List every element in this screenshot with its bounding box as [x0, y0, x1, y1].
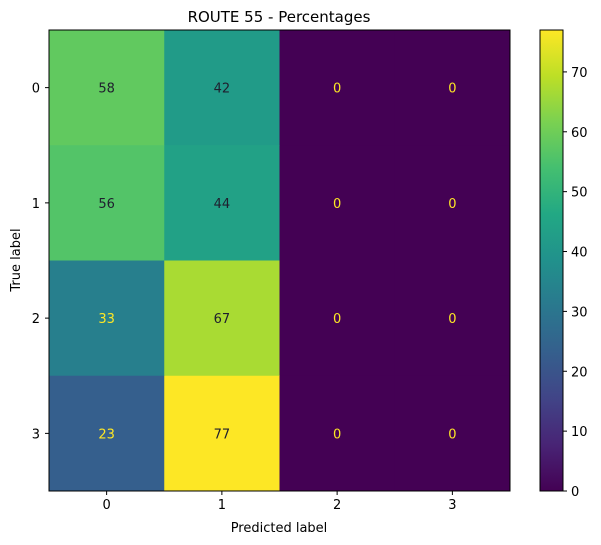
y-tick-label: 0: [32, 82, 40, 97]
colorbar-tick-label: 40: [571, 246, 588, 261]
x-axis-label: Predicted label: [231, 521, 328, 536]
cell-value-label: 0: [448, 312, 456, 327]
heatmap-cell: [164, 30, 280, 146]
cell-value-label: 44: [214, 197, 231, 212]
y-tick-label: 1: [32, 197, 40, 212]
x-tick-label: 2: [333, 498, 341, 513]
heatmap-cell-labels: 58 42 0 0 56 44 0 0 33 67 0 0 23 77 0 0: [98, 82, 456, 443]
colorbar-tick-label: 10: [571, 425, 588, 440]
x-tick-label: 0: [102, 498, 110, 513]
heatmap-cell: [49, 145, 165, 261]
colorbar-tick-label: 30: [571, 305, 588, 320]
heatmap-cell: [164, 375, 280, 492]
cell-value-label: 58: [98, 82, 115, 97]
heatmap-cell: [164, 260, 280, 377]
cell-value-label: 0: [448, 82, 456, 97]
cell-value-label: 42: [214, 82, 231, 97]
heatmap-cell: [279, 145, 396, 261]
y-tick-label: 3: [32, 427, 40, 442]
cell-value-label: 0: [333, 197, 341, 212]
y-axis-label: True label: [9, 228, 24, 292]
y-tick-label: 2: [32, 312, 40, 327]
colorbar-tick-label: 60: [571, 126, 588, 141]
cell-value-label: 56: [98, 197, 115, 212]
heatmap-cell: [279, 375, 396, 492]
chart-title: ROUTE 55 - Percentages: [188, 8, 371, 26]
colorbar-tick-label: 0: [571, 485, 579, 500]
cell-value-label: 77: [214, 427, 231, 442]
x-tick-label: 1: [218, 498, 226, 513]
heatmap-cell: [279, 260, 396, 377]
heatmap-cell: [394, 145, 511, 261]
y-axis-ticks: 0 1 2 3: [32, 82, 49, 442]
colorbar-ticks: 0 10 20 30 40 50 60 70: [563, 66, 588, 500]
heatmap-cell: [49, 260, 165, 377]
heatmap-cell: [279, 30, 396, 146]
heatmap-cell: [49, 375, 165, 492]
heatmap-cell: [394, 375, 511, 492]
cell-value-label: 0: [448, 197, 456, 212]
cell-value-label: 23: [98, 427, 115, 442]
heatmap-cell: [49, 30, 165, 146]
heatmap-cells: [49, 30, 511, 492]
colorbar: [539, 29, 564, 492]
cell-value-label: 0: [333, 82, 341, 97]
x-tick-label: 3: [448, 498, 456, 513]
colorbar-tick-label: 70: [571, 66, 588, 81]
cell-value-label: 33: [98, 312, 115, 327]
cell-value-label: 67: [214, 312, 231, 327]
colorbar-tick-label: 50: [571, 186, 588, 201]
cell-value-label: 0: [333, 427, 341, 442]
heatmap-cell: [394, 30, 511, 146]
heatmap-cell: [164, 145, 280, 261]
colorbar-tick-label: 20: [571, 365, 588, 380]
x-axis-ticks: 0 1 2 3: [102, 491, 457, 513]
heatmap-cell: [394, 260, 511, 377]
cell-value-label: 0: [448, 427, 456, 442]
cell-value-label: 0: [333, 312, 341, 327]
plot-frame: [48, 29, 511, 492]
